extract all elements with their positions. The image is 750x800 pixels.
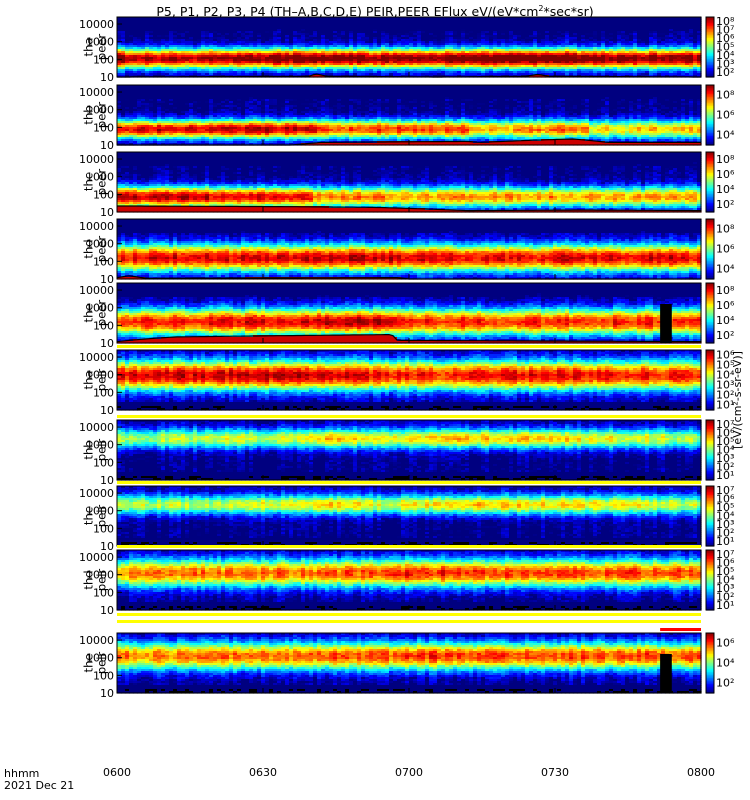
x-tick-label: 0630 xyxy=(249,766,277,779)
x-tick-label: 0800 xyxy=(687,766,715,779)
spectrogram-panel-tha-peer: 10100100010000thapeer10²10³10⁴10⁵10⁶10⁷1… xyxy=(79,15,735,84)
x-tick-label: 0730 xyxy=(541,766,569,779)
x-tick-label: 0700 xyxy=(395,766,423,779)
x-tick-label: 0600 xyxy=(103,766,131,779)
